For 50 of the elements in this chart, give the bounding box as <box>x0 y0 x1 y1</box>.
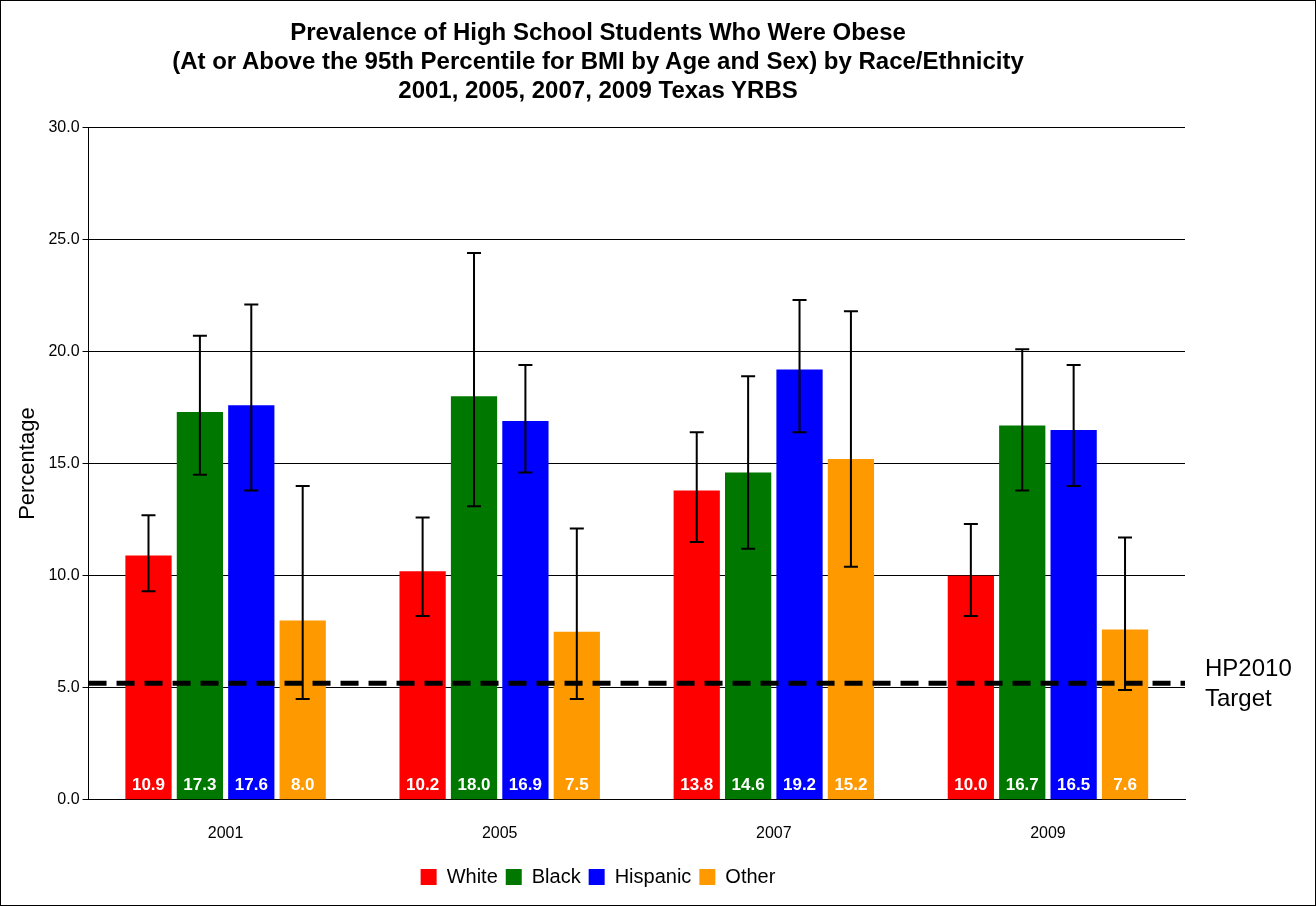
x-tick-label: 2009 <box>1030 823 1066 841</box>
data-label: 19.2 <box>782 774 817 794</box>
bar <box>999 425 1046 800</box>
bar <box>827 459 875 800</box>
y-tick-label: 20.0 <box>48 341 80 359</box>
data-label: 16.5 <box>1057 774 1091 794</box>
y-tick-label: 10.0 <box>48 566 80 584</box>
x-tick-label: 2001 <box>207 823 244 841</box>
data-label: 7.5 <box>564 774 589 794</box>
bar <box>450 396 498 800</box>
y-tick-label: 0.0 <box>57 790 80 808</box>
x-tick-label: 2007 <box>756 823 792 841</box>
bar <box>553 631 600 800</box>
bar <box>725 472 772 800</box>
data-label: 10.9 <box>131 774 166 794</box>
data-label: 16.7 <box>1005 774 1039 794</box>
data-label: 7.6 <box>1113 774 1137 794</box>
data-label: 16.9 <box>508 774 542 794</box>
y-tick-label: 25.0 <box>48 229 80 247</box>
legend-label: Black <box>531 864 582 887</box>
bar <box>1050 429 1097 800</box>
data-label: 17.3 <box>183 774 217 794</box>
bar <box>502 421 549 800</box>
bar <box>125 555 172 800</box>
y-tick-label: 15.0 <box>48 454 80 472</box>
data-label: 15.2 <box>834 774 868 794</box>
legend-label: White <box>446 864 498 887</box>
data-label: 17.6 <box>234 774 268 794</box>
bar <box>228 405 275 800</box>
ref-line-label: HP2010 Target <box>1205 653 1292 711</box>
bar <box>776 369 823 800</box>
data-label: 13.8 <box>680 774 714 794</box>
legend-label: Other <box>725 864 776 887</box>
bar <box>673 490 720 800</box>
bar <box>399 571 446 800</box>
data-label: 10.2 <box>406 774 440 794</box>
bar <box>279 620 326 800</box>
chart-title: Prevalence of High School Students Who Were Obese (At or Above the 95th Percentile for BMI by Age and Sex) by Race/Ethnicity 2001, 2005, 2007, 2009 Texas YRBS <box>172 18 1025 103</box>
y-tick-label: 30.0 <box>48 117 80 135</box>
bar <box>1101 629 1149 800</box>
data-label: 10.0 <box>954 774 988 794</box>
x-tick-label: 2005 <box>481 823 518 841</box>
data-label: 14.6 <box>731 774 765 794</box>
legend-label: Hispanic <box>614 864 692 887</box>
data-label: 18.0 <box>457 774 491 794</box>
bar <box>947 575 994 800</box>
y-tick-label: 5.0 <box>57 678 80 696</box>
bar <box>176 412 224 800</box>
y-axis-title: Percentage <box>14 407 40 520</box>
data-label: 8.0 <box>290 774 315 794</box>
